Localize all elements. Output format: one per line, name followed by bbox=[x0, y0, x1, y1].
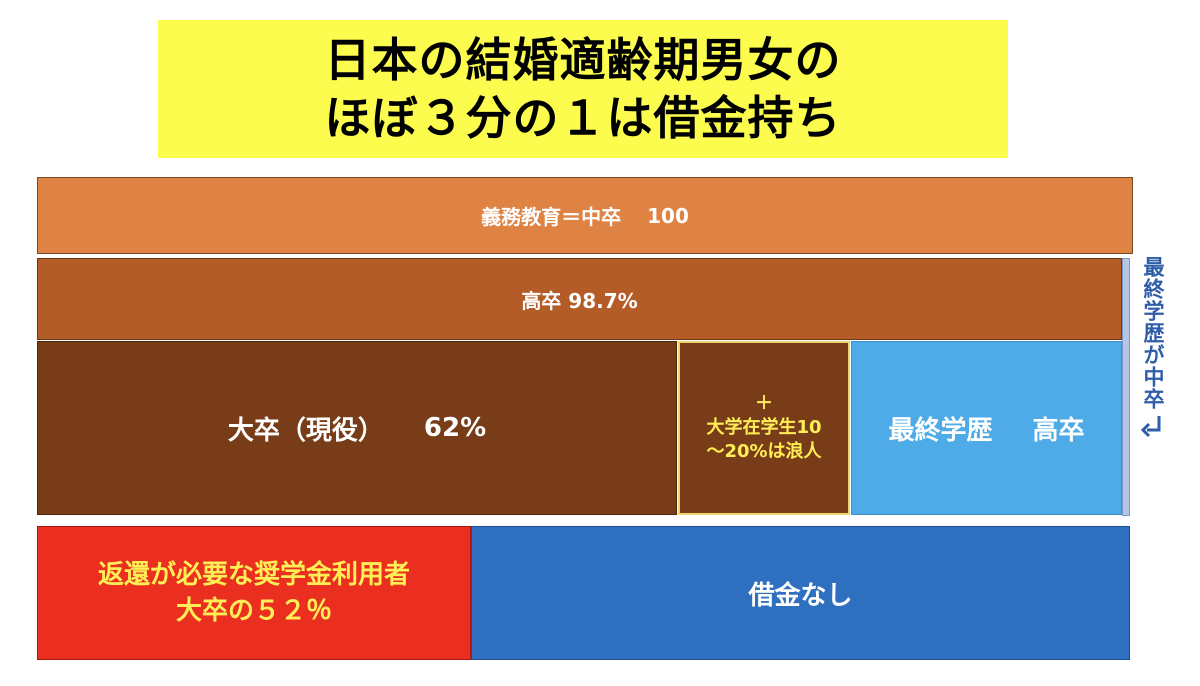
junior-high-final-strip bbox=[1122, 258, 1130, 516]
current-students-line: 大学在学生10 bbox=[706, 417, 822, 438]
ronin-line: ～20%は浪人 bbox=[706, 441, 822, 462]
final-hs-value: 高卒 bbox=[1032, 415, 1085, 446]
current-students-box: ＋ 大学在学生10 ～20%は浪人 bbox=[678, 341, 850, 515]
university-value: 62% bbox=[423, 413, 487, 443]
title-line-1: 日本の結婚適齢期男女の bbox=[324, 33, 842, 87]
compulsory-value: 100 bbox=[647, 203, 689, 228]
side-note: 最終学歴が中卒 bbox=[1138, 256, 1168, 440]
final-hs-label: 最終学歴 bbox=[888, 415, 993, 446]
return-arrow-icon bbox=[1140, 416, 1161, 438]
side-note-label: 最終学歴が中卒 bbox=[1141, 256, 1165, 410]
title-line-2: ほぼ３分の１は借金持ち bbox=[324, 91, 842, 145]
loan-line-1: 返還が必要な奨学金利用者 bbox=[97, 560, 410, 590]
compulsory-label: 義務教育＝中卒 bbox=[481, 205, 622, 229]
university-bar: 大卒（現役） 62% bbox=[37, 341, 677, 515]
student-loan-bar: 返還が必要な奨学金利用者 大卒の５２％ bbox=[37, 526, 471, 660]
plus-sign: ＋ bbox=[755, 393, 773, 414]
title-banner: 日本の結婚適齢期男女の ほぼ３分の１は借金持ち bbox=[158, 20, 1008, 158]
loan-line-2: 大卒の５２％ bbox=[175, 596, 332, 626]
high-school-bar: 高卒 98.7% bbox=[37, 258, 1122, 340]
compulsory-education-bar: 義務教育＝中卒 100 bbox=[37, 177, 1133, 254]
no-debt-bar: 借金なし bbox=[471, 526, 1130, 660]
high-school-label: 高卒 98.7% bbox=[521, 288, 638, 313]
final-high-school-box: 最終学歴 高卒 bbox=[851, 341, 1122, 515]
university-label: 大卒（現役） bbox=[227, 415, 384, 446]
no-debt-label: 借金なし bbox=[748, 580, 853, 611]
